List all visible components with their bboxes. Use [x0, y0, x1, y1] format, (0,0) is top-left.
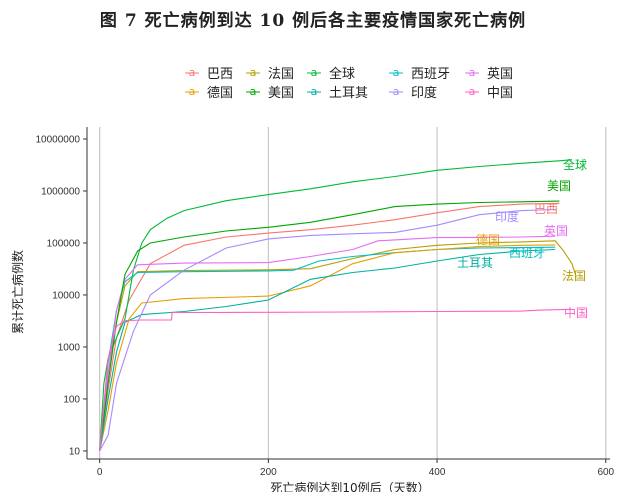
legend-item-英国: a 英国	[465, 66, 513, 82]
end-label-土耳其: 土耳其	[457, 256, 493, 270]
legend-key-glyph-全球: a	[311, 66, 318, 79]
legend-label-印度: 印度	[411, 85, 437, 101]
legend-key-glyph-法国: a	[250, 66, 257, 79]
y-tick-label-100000: 100000	[47, 238, 81, 249]
series-line-法国	[99, 240, 577, 451]
x-tick-label-200: 200	[260, 467, 277, 478]
y-tick-label-10: 10	[69, 446, 81, 457]
legend-item-印度: a 印度	[389, 85, 437, 101]
legend-key-glyph-英国: a	[469, 66, 476, 79]
end-label-巴西: 巴西	[534, 202, 558, 216]
x-axis-label: 死亡病例达到10例后（天数）	[270, 480, 429, 492]
grid	[99, 127, 607, 459]
series-line-美国	[99, 200, 560, 451]
legend-item-美国: a 美国	[246, 85, 294, 101]
legend-item-土耳其: a 土耳其	[307, 85, 368, 101]
legend-key-glyph-土耳其: a	[311, 85, 318, 98]
x-tick-label-400: 400	[429, 467, 446, 478]
y-tick-label-10000: 10000	[52, 290, 80, 301]
series-layer	[99, 159, 577, 452]
series-line-中国	[99, 308, 573, 451]
series-line-巴西	[99, 202, 560, 451]
legend-item-中国: a 中国	[465, 85, 513, 101]
legend-label-美国: 美国	[268, 86, 294, 101]
x-tick-label-0: 0	[97, 467, 103, 478]
end-label-全球: 全球	[563, 157, 587, 172]
end-label-英国: 英国	[544, 224, 568, 238]
legend-item-全球: a 全球	[307, 66, 355, 82]
axes: 10 100 1000 10000 100000 1000000 10000000 0 200 4…	[36, 127, 615, 478]
series-line-西班牙	[99, 246, 556, 451]
y-tick-label-100: 100	[63, 394, 80, 405]
y-tick-label-1000000: 1000000	[41, 186, 80, 197]
end-label-中国: 中国	[564, 305, 588, 320]
series-line-印度	[99, 208, 556, 452]
legend-label-英国: 英国	[487, 67, 513, 82]
legend-label-德国: 德国	[207, 86, 233, 101]
legend-item-德国: a 德国	[185, 85, 233, 101]
legend-key-glyph-德国: a	[189, 85, 196, 98]
legend-item-西班牙: a 西班牙	[389, 66, 450, 82]
x-tick-label-600: 600	[597, 467, 614, 478]
legend-key-glyph-西班牙: a	[393, 66, 400, 79]
end-label-法国: 法国	[562, 269, 586, 283]
legend-key-glyph-美国: a	[250, 85, 257, 98]
series-line-德国	[99, 244, 556, 452]
legend-item-法国: a 法国	[246, 66, 294, 82]
legend: a 巴西 a 法国 a 全球 a 西班牙 a 英国 a 德国 a 美国 a 土耳其 a 印度 a 中国	[185, 66, 513, 101]
series-line-土耳其	[99, 248, 556, 451]
end-label-美国: 美国	[547, 179, 571, 193]
legend-key-glyph-中国: a	[469, 85, 476, 98]
legend-label-中国: 中国	[487, 86, 513, 101]
legend-label-巴西: 巴西	[207, 67, 233, 82]
y-tick-label-1000: 1000	[58, 342, 81, 353]
end-label-西班牙: 西班牙	[509, 246, 545, 260]
legend-label-全球: 全球	[329, 66, 355, 82]
chart-title: 图 7 死亡病例到达 10 例后各主要疫情国家死亡病例	[99, 11, 527, 31]
legend-label-法国: 法国	[268, 67, 294, 82]
legend-label-土耳其: 土耳其	[329, 86, 368, 101]
series-line-全球	[99, 159, 573, 451]
y-tick-label-10000000: 10000000	[36, 134, 81, 145]
y-axis-label: 累计死亡病例数	[10, 250, 25, 334]
end-label-印度: 印度	[495, 209, 519, 224]
legend-key-glyph-巴西: a	[189, 66, 196, 79]
legend-item-巴西: a 巴西	[185, 66, 233, 82]
legend-key-glyph-印度: a	[393, 85, 400, 98]
end-label-德国: 德国	[476, 232, 500, 247]
legend-label-西班牙: 西班牙	[411, 67, 450, 82]
series-line-英国	[99, 235, 556, 451]
